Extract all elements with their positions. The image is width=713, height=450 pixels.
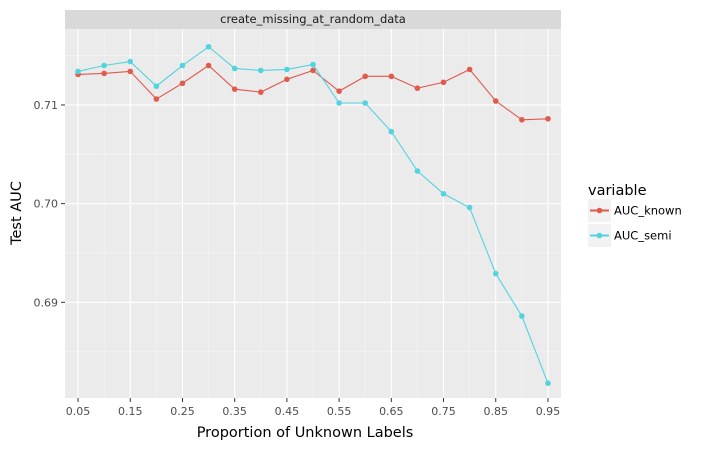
data-point-AUC_semi (101, 62, 107, 69)
data-point-AUC_semi (362, 100, 369, 106)
data-point-AUC_known (545, 115, 551, 122)
x-tick-label: 0.15 (118, 405, 143, 418)
data-point-AUC_known (414, 85, 421, 91)
data-point-AUC_semi (414, 168, 421, 174)
x-tick-label: 0.85 (483, 405, 508, 418)
data-point-AUC_known (205, 62, 212, 69)
data-point-AUC_known (179, 80, 186, 87)
x-tick-label: 0.05 (66, 405, 91, 418)
data-point-AUC_known (257, 89, 264, 95)
legend-point-AUC_semi (596, 232, 603, 239)
legend-title: variable (588, 183, 647, 199)
data-point-AUC_semi (284, 66, 290, 73)
data-point-AUC_known (492, 98, 499, 104)
series-points (75, 43, 551, 387)
data-point-AUC_semi (466, 204, 473, 211)
y-tick-label: 0.70 (34, 198, 59, 211)
minor-gridlines (65, 29, 561, 398)
data-point-AUC_known (519, 116, 525, 123)
y-axis-ticks: 0.69 0.70 0.71 (34, 99, 65, 309)
data-point-AUC_semi (153, 83, 160, 90)
data-point-AUC_semi (388, 128, 395, 135)
data-point-AUC_known (153, 96, 160, 102)
x-axis-ticks: 0.05 0.15 0.25 0.35 0.45 0.55 0.65 0.75 0.85 0.95 (66, 398, 560, 418)
data-point-AUC_semi (310, 61, 316, 68)
y-axis-title: Test AUC (9, 181, 25, 246)
data-point-AUC_known (101, 70, 107, 77)
data-point-AUC_known (231, 86, 238, 92)
x-tick-label: 0.65 (379, 405, 404, 418)
data-point-AUC_known (362, 73, 369, 80)
data-point-AUC_known (310, 67, 316, 74)
data-point-AUC_semi (127, 58, 134, 65)
data-point-AUC_known (388, 73, 395, 80)
x-tick-label: 0.95 (536, 405, 561, 418)
data-point-AUC_semi (231, 65, 238, 72)
x-tick-label: 0.25 (170, 405, 195, 418)
data-point-AUC_semi (75, 68, 81, 75)
data-point-AUC_known (284, 76, 290, 83)
legend-entries: AUC_known AUC_semi (588, 199, 682, 247)
x-axis-title: Proportion of Unknown Labels (197, 425, 414, 441)
data-point-AUC_semi (545, 380, 551, 387)
x-tick-label: 0.45 (275, 405, 300, 418)
y-tick-label: 0.69 (34, 296, 59, 309)
data-point-AUC_semi (257, 67, 264, 74)
data-point-AUC_known (466, 66, 473, 73)
data-point-AUC_known (127, 68, 134, 75)
data-point-AUC_semi (440, 190, 447, 197)
legend: variable AUC_known AUC_semi (588, 183, 682, 247)
x-tick-label: 0.35 (222, 405, 247, 418)
y-tick-label: 0.71 (34, 99, 59, 112)
data-point-AUC_semi (179, 62, 186, 69)
x-tick-label: 0.55 (327, 405, 352, 418)
data-point-AUC_known (440, 79, 447, 86)
legend-label-AUC_semi: AUC_semi (614, 229, 672, 243)
facet-strip (65, 10, 561, 29)
legend-label-AUC_known: AUC_known (614, 204, 682, 218)
x-tick-label: 0.75 (431, 405, 456, 418)
data-point-AUC_semi (519, 313, 525, 319)
legend-point-AUC_known (596, 207, 603, 214)
data-point-AUC_semi (492, 270, 499, 277)
data-point-AUC_known (336, 88, 342, 94)
facet-title: create_missing_at_random_data (220, 12, 406, 26)
data-point-AUC_semi (205, 43, 212, 50)
data-point-AUC_semi (336, 100, 342, 106)
